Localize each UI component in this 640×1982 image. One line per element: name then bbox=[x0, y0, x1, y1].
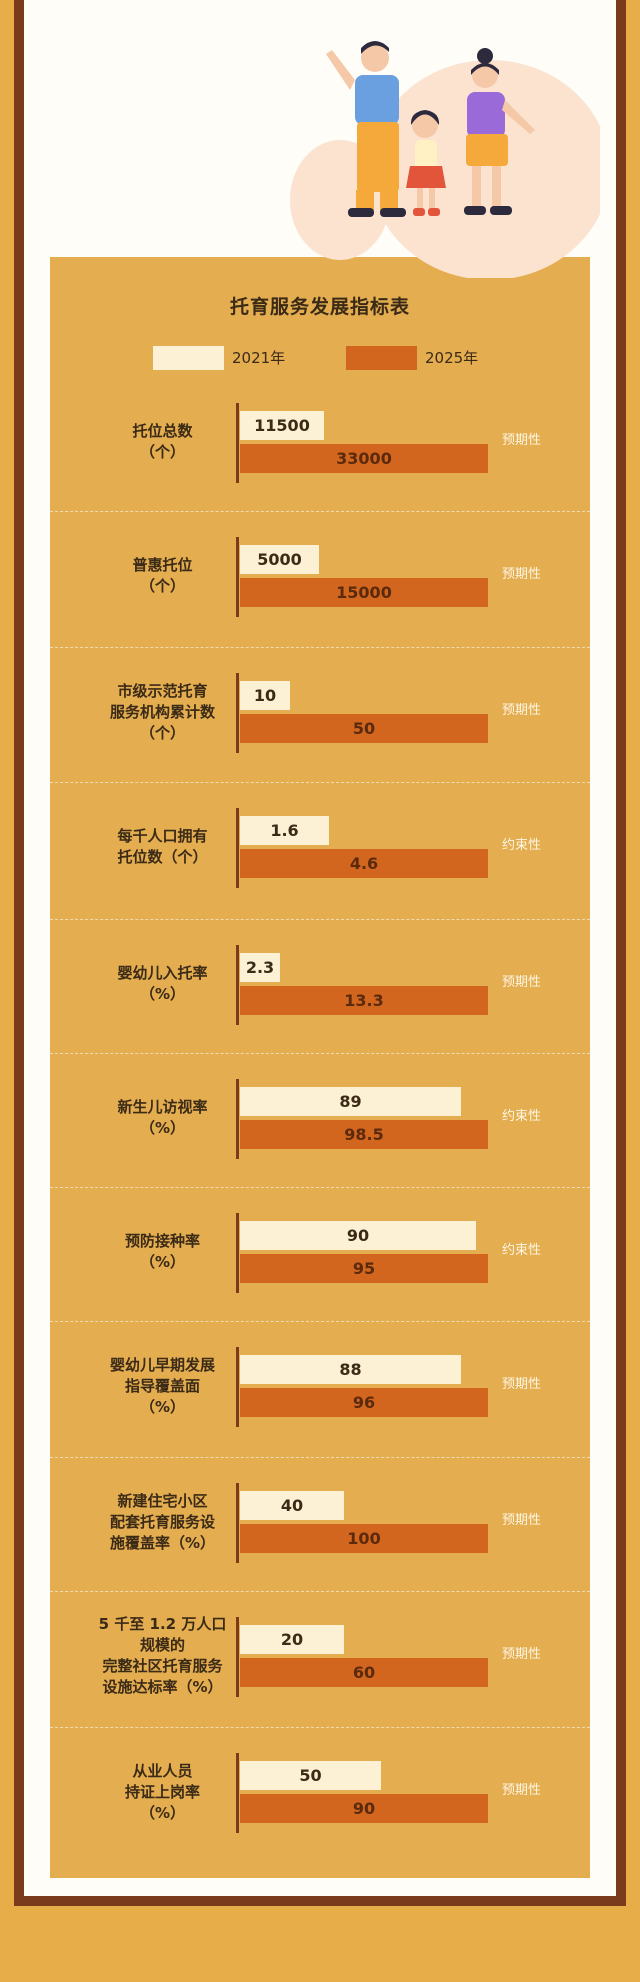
bar-2025: 90 bbox=[240, 1794, 488, 1823]
row-axis bbox=[236, 808, 239, 888]
row-label: 新生儿访视率 （%） bbox=[117, 1098, 208, 1137]
bar-2025: 95 bbox=[240, 1254, 488, 1283]
row-label: 婴幼儿早期发展 指导覆盖面 （%） bbox=[109, 1355, 215, 1416]
bar-2025: 4.6 bbox=[240, 849, 488, 878]
bar-2025: 50 bbox=[240, 714, 488, 743]
row-label: 每千人口拥有 托位数（个） bbox=[117, 827, 208, 866]
bar-2021: 10 bbox=[240, 681, 290, 710]
row-axis bbox=[236, 945, 239, 1025]
bar-2025: 60 bbox=[240, 1658, 488, 1687]
row-divider bbox=[50, 1053, 590, 1054]
row-divider bbox=[50, 782, 590, 783]
indicator-property: 预期性 bbox=[502, 703, 542, 718]
bar-2021: 20 bbox=[240, 1625, 344, 1654]
indicator-property: 预期性 bbox=[502, 975, 542, 990]
bar-2025: 100 bbox=[240, 1524, 488, 1553]
row-divider bbox=[50, 1457, 590, 1458]
bar-2021: 11500 bbox=[240, 411, 324, 440]
row-divider bbox=[50, 1187, 590, 1188]
bar-2025: 96 bbox=[240, 1388, 488, 1417]
row-divider bbox=[50, 1727, 590, 1728]
bar-2025: 98.5 bbox=[240, 1120, 488, 1149]
row-label: 新建住宅小区 配套托育服务设 施覆盖率（%） bbox=[109, 1491, 216, 1552]
legend-swatch-2021 bbox=[153, 346, 224, 370]
indicator-property: 约束性 bbox=[502, 1243, 542, 1258]
bar-2021: 5000 bbox=[240, 545, 319, 574]
indicator-property: 预期性 bbox=[502, 433, 542, 448]
row-axis bbox=[236, 1347, 239, 1427]
legend-label-2021: 2021年 bbox=[232, 349, 286, 367]
bar-2021: 90 bbox=[240, 1221, 476, 1250]
row-axis bbox=[236, 673, 239, 753]
bar-2025: 33000 bbox=[240, 444, 488, 473]
indicator-property: 预期性 bbox=[502, 1783, 542, 1798]
father-figure bbox=[326, 41, 406, 217]
bar-2021: 40 bbox=[240, 1491, 344, 1520]
row-axis bbox=[236, 1079, 239, 1159]
bar-2021: 88 bbox=[240, 1355, 461, 1384]
bar-2021: 1.6 bbox=[240, 816, 329, 845]
bar-2025: 13.3 bbox=[240, 986, 488, 1015]
row-axis bbox=[236, 403, 239, 483]
indicator-property: 预期性 bbox=[502, 567, 542, 582]
indicator-property: 约束性 bbox=[502, 838, 542, 853]
family-illustration bbox=[290, 41, 600, 278]
bar-2021: 50 bbox=[240, 1761, 381, 1790]
bar-2025: 15000 bbox=[240, 578, 488, 607]
legend-swatch-2025 bbox=[346, 346, 417, 370]
row-axis bbox=[236, 1213, 239, 1293]
indicator-property: 预期性 bbox=[502, 1513, 542, 1528]
chart-panel bbox=[50, 257, 590, 1878]
legend-label-2025: 2025年 bbox=[425, 349, 479, 367]
chart-title: 托育服务发展指标表 bbox=[229, 296, 410, 318]
row-label: 普惠托位 （个） bbox=[132, 556, 193, 595]
mother-figure bbox=[464, 48, 535, 215]
row-axis bbox=[236, 1617, 239, 1697]
indicator-property: 预期性 bbox=[502, 1647, 542, 1662]
row-divider bbox=[50, 511, 590, 512]
row-axis bbox=[236, 537, 239, 617]
row-divider bbox=[50, 919, 590, 920]
bar-2021: 89 bbox=[240, 1087, 461, 1116]
row-label: 预防接种率 （%） bbox=[124, 1232, 200, 1271]
row-label: 从业人员 持证上岗率 （%） bbox=[124, 1761, 200, 1822]
row-divider bbox=[50, 1321, 590, 1322]
bar-2021: 2.3 bbox=[240, 953, 280, 982]
child-figure bbox=[406, 110, 446, 216]
row-label: 婴幼儿入托率 （%） bbox=[117, 964, 208, 1003]
row-label: 市级示范托育 服务机构累计数 （个） bbox=[109, 681, 215, 742]
row-axis bbox=[236, 1753, 239, 1833]
indicator-property: 预期性 bbox=[502, 1377, 542, 1392]
row-divider bbox=[50, 1591, 590, 1592]
row-divider bbox=[50, 647, 590, 648]
row-axis bbox=[236, 1483, 239, 1563]
row-label: 托位总数 （个） bbox=[132, 422, 193, 461]
indicator-property: 约束性 bbox=[502, 1109, 542, 1124]
row-label: 5 千至 1.2 万人口 规模的 完整社区托育服务 设施达标率（%） bbox=[98, 1615, 227, 1696]
